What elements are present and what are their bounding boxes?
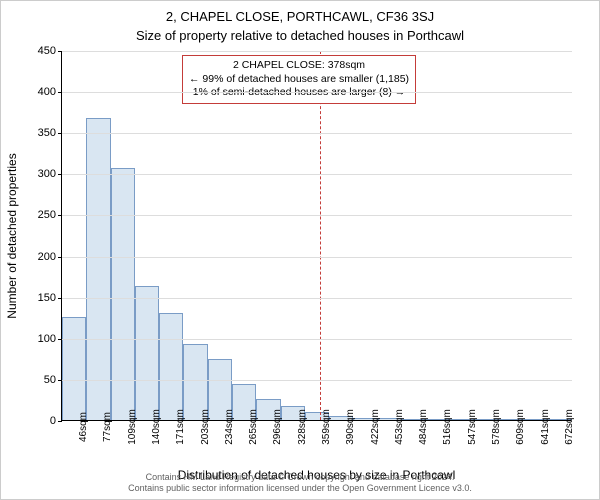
xtick-label: 109sqm: [127, 409, 138, 445]
xtick-label: 422sqm: [370, 409, 381, 445]
xtick-label: 672sqm: [564, 409, 575, 445]
xtick-label: 484sqm: [418, 409, 429, 445]
xtick-label: 547sqm: [467, 409, 478, 445]
histogram-chart: Number of detached properties Distributi…: [61, 51, 571, 421]
gridline: [62, 215, 572, 216]
ytick-label: 250: [16, 209, 56, 221]
xtick-label: 140sqm: [151, 409, 162, 445]
annotation-box: 2 CHAPEL CLOSE: 378sqm ← 99% of detached…: [182, 55, 416, 104]
xtick-label: 171sqm: [175, 409, 186, 445]
ytick-label: 150: [16, 292, 56, 304]
ytick-label: 300: [16, 168, 56, 180]
xtick-label: 296sqm: [272, 409, 283, 445]
xtick-label: 641sqm: [540, 409, 551, 445]
bar: [86, 118, 110, 420]
ytick-mark: [58, 92, 62, 93]
footer-line-2: Contains public sector information licen…: [1, 483, 599, 495]
xtick-label: 77sqm: [102, 412, 113, 442]
xtick-label: 578sqm: [491, 409, 502, 445]
bar: [159, 313, 183, 420]
bar: [135, 286, 159, 420]
gridline: [62, 174, 572, 175]
ytick-label: 0: [16, 415, 56, 427]
xtick-label: 453sqm: [394, 409, 405, 445]
gridline: [62, 133, 572, 134]
annotation-line-2: ← 99% of detached houses are smaller (1,…: [189, 73, 409, 87]
xtick-label: 516sqm: [442, 409, 453, 445]
ytick-mark: [58, 174, 62, 175]
gridline: [62, 298, 572, 299]
gridline: [62, 51, 572, 52]
ytick-mark: [58, 421, 62, 422]
gridline: [62, 380, 572, 381]
reference-line: [320, 51, 321, 420]
page-title: 2, CHAPEL CLOSE, PORTHCAWL, CF36 3SJ: [1, 1, 599, 24]
bar: [62, 317, 86, 420]
xtick-label: 328sqm: [297, 409, 308, 445]
ytick-mark: [58, 298, 62, 299]
ytick-mark: [58, 380, 62, 381]
bar-container: [62, 50, 572, 420]
xtick-label: 609sqm: [515, 409, 526, 445]
annotation-line-1: 2 CHAPEL CLOSE: 378sqm: [189, 59, 409, 73]
ytick-mark: [58, 51, 62, 52]
ytick-label: 400: [16, 86, 56, 98]
ytick-mark: [58, 133, 62, 134]
ytick-mark: [58, 339, 62, 340]
ytick-label: 100: [16, 333, 56, 345]
xtick-label: 359sqm: [321, 409, 332, 445]
ytick-label: 450: [16, 45, 56, 57]
ytick-label: 50: [16, 374, 56, 386]
bar: [111, 168, 135, 420]
footer: Contains HM Land Registry data © Crown c…: [1, 472, 599, 495]
ytick-label: 200: [16, 251, 56, 263]
xtick-label: 234sqm: [224, 409, 235, 445]
gridline: [62, 257, 572, 258]
xtick-label: 46sqm: [78, 412, 89, 442]
ytick-mark: [58, 215, 62, 216]
ytick-label: 350: [16, 127, 56, 139]
gridline: [62, 92, 572, 93]
ytick-mark: [58, 257, 62, 258]
page-subtitle: Size of property relative to detached ho…: [1, 24, 599, 43]
xtick-label: 203sqm: [200, 409, 211, 445]
plot-region: Number of detached properties Distributi…: [61, 51, 571, 421]
gridline: [62, 339, 572, 340]
xtick-label: 390sqm: [345, 409, 356, 445]
footer-line-1: Contains HM Land Registry data © Crown c…: [1, 472, 599, 484]
xtick-label: 265sqm: [248, 409, 259, 445]
